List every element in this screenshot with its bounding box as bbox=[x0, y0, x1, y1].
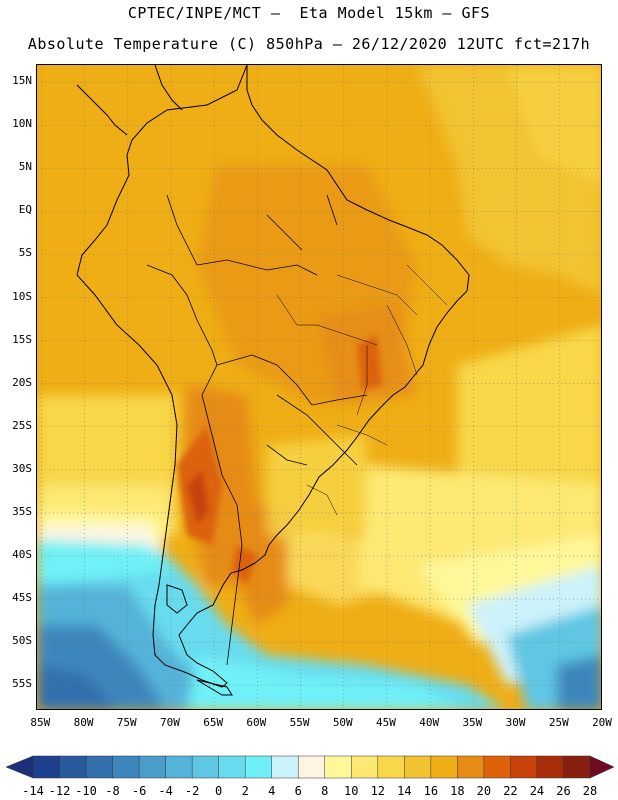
longitude-label: 75W bbox=[116, 716, 137, 729]
color-scale-label: -6 bbox=[131, 784, 147, 798]
longitude-label: 40W bbox=[419, 716, 440, 729]
longitude-label: 30W bbox=[505, 716, 526, 729]
latitude-label: 30S bbox=[12, 461, 32, 475]
color-scale-bar bbox=[5, 755, 615, 779]
color-scale-swatch bbox=[351, 755, 379, 779]
color-scale-swatch bbox=[85, 755, 114, 779]
latitude-label: EQ bbox=[18, 203, 32, 217]
longitude-label: 45W bbox=[376, 716, 396, 729]
state-borders bbox=[276, 264, 448, 516]
color-scale-label: -10 bbox=[75, 784, 97, 798]
map-title-line-1: CPTEC/INPE/MCT – Eta Model 15km – GFS bbox=[127, 4, 491, 22]
color-scale-label: 20 bbox=[476, 784, 492, 798]
country-borders bbox=[146, 194, 368, 666]
color-scale-label: 18 bbox=[450, 784, 465, 798]
color-scale-label: 22 bbox=[503, 784, 518, 798]
latitude-label: 35S bbox=[12, 504, 32, 518]
latitude-label: 15N bbox=[12, 74, 32, 88]
longitude-label: 60W bbox=[246, 716, 267, 729]
color-scale-swatch bbox=[483, 755, 512, 779]
color-scale-swatch bbox=[297, 755, 326, 779]
color-scale-label: -2 bbox=[184, 784, 200, 798]
longitude-label: 20W bbox=[592, 716, 612, 729]
latitude-label: 50S bbox=[12, 634, 32, 648]
color-scale-label: 14 bbox=[397, 784, 412, 798]
color-scale-swatch bbox=[191, 755, 220, 779]
color-scale-swatch bbox=[32, 755, 61, 779]
color-scale-label: 26 bbox=[556, 784, 571, 798]
color-scale-label: -4 bbox=[158, 784, 173, 798]
temperature-field bbox=[37, 65, 601, 709]
longitude-label: 35W bbox=[462, 716, 483, 729]
latitude-label: 40S bbox=[12, 547, 32, 561]
map-canvas bbox=[37, 65, 601, 709]
temperature-map bbox=[36, 64, 602, 710]
latitude-label: 15S bbox=[12, 332, 32, 346]
color-scale-swatch bbox=[59, 755, 87, 779]
color-scale-swatch bbox=[457, 755, 485, 779]
latitude-label: 10N bbox=[12, 117, 32, 131]
latitude-label: 20S bbox=[12, 375, 32, 389]
longitude-label: 70W bbox=[160, 716, 180, 729]
longitude-label: 80W bbox=[73, 716, 94, 729]
color-scale-label: 24 bbox=[529, 784, 545, 798]
color-scale-label: 16 bbox=[423, 784, 439, 798]
color-scale-swatch bbox=[510, 755, 538, 779]
color-scale-swatch bbox=[324, 755, 353, 779]
color-scale-swatch bbox=[218, 755, 246, 779]
color-scale-label: 10 bbox=[344, 784, 359, 798]
latitude-label: 10S bbox=[12, 289, 32, 303]
color-scale-label: 28 bbox=[582, 784, 598, 798]
color-scale-label: 2 bbox=[241, 784, 249, 798]
map-title-line-2: Absolute Temperature (C) 850hPa – 26/12/… bbox=[27, 35, 591, 53]
longitude-label: 25W bbox=[548, 716, 569, 729]
color-scale-swatch bbox=[563, 755, 591, 779]
longitude-label: 55W bbox=[289, 716, 310, 729]
latitude-label: 25S bbox=[12, 418, 32, 432]
color-scale-label: -12 bbox=[48, 784, 71, 798]
color-scale-swatch bbox=[536, 755, 565, 779]
color-scale-label: 4 bbox=[268, 784, 276, 798]
color-scale-label: 0 bbox=[215, 784, 223, 798]
color-scale-swatch bbox=[404, 755, 432, 779]
color-scale-max-arrow bbox=[589, 755, 615, 779]
color-scale-label: 12 bbox=[370, 784, 386, 798]
coastlines bbox=[76, 65, 470, 696]
longitude-label: 65W bbox=[203, 716, 224, 729]
color-scale-label: 6 bbox=[294, 784, 302, 798]
color-scale-swatch bbox=[271, 755, 299, 779]
latitude-label: 5N bbox=[18, 160, 32, 174]
color-scale-label: -14 bbox=[22, 784, 44, 798]
color-scale-swatch bbox=[244, 755, 273, 779]
latitude-label: 5S bbox=[18, 246, 32, 260]
color-scale-swatch bbox=[430, 755, 459, 779]
color-scale-swatch bbox=[165, 755, 193, 779]
color-scale-swatch bbox=[138, 755, 167, 779]
color-scale-min-arrow bbox=[5, 755, 34, 779]
color-scale-swatch bbox=[112, 755, 140, 779]
longitude-label: 50W bbox=[332, 716, 353, 729]
latitude-label: 45S bbox=[12, 591, 32, 605]
latitude-label: 55S bbox=[12, 677, 32, 691]
longitude-label: 85W bbox=[30, 716, 51, 729]
color-scale-swatch bbox=[377, 755, 406, 779]
color-scale-label: 8 bbox=[321, 784, 329, 798]
color-scale-label: -8 bbox=[105, 784, 120, 798]
